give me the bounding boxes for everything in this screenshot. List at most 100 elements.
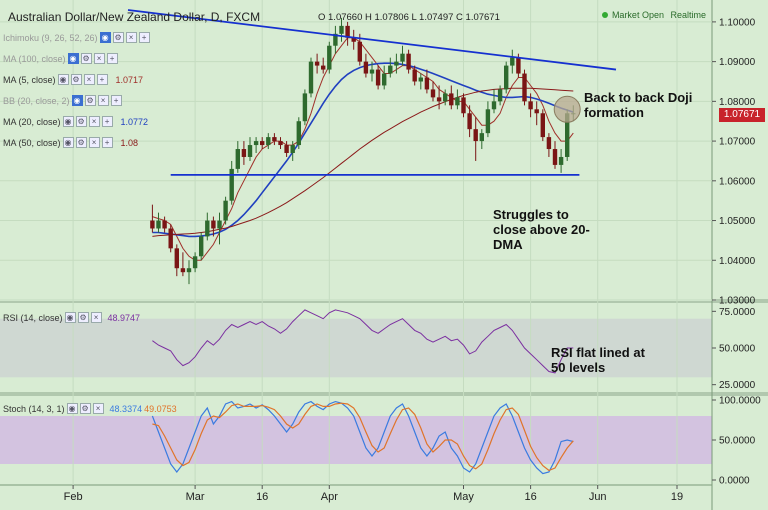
candle-down	[546, 137, 552, 150]
more-icon[interactable]: +	[110, 95, 122, 106]
candle-up	[382, 73, 387, 86]
candle-up	[223, 200, 228, 221]
stoch-legend: Stoch (14, 3, 1) ◉ ⚙ × 48.3374 49.0753	[3, 403, 177, 414]
candle-up	[510, 57, 515, 66]
candle-up	[504, 65, 509, 90]
rsi-band	[0, 318, 712, 378]
candle-up	[443, 93, 448, 102]
eye-icon[interactable]: ◉	[99, 32, 111, 43]
close-icon[interactable]: ×	[125, 32, 137, 43]
eye-icon[interactable]: ◉	[62, 137, 74, 148]
candle-down	[430, 89, 436, 98]
stoch-y-tick-label: 50.0000	[719, 436, 756, 447]
candle-down	[528, 101, 533, 110]
eye-icon[interactable]: ◉	[64, 312, 76, 323]
settings-icon[interactable]: ⚙	[75, 137, 87, 148]
y-tick-label: 1.09000	[719, 57, 756, 68]
y-tick-label: 1.08000	[719, 97, 756, 108]
candle-down	[180, 268, 186, 273]
more-icon[interactable]: +	[106, 53, 118, 64]
eye-icon[interactable]: ◉	[66, 403, 78, 414]
candle-up	[369, 69, 375, 74]
y-tick-label: 1.10000	[719, 17, 756, 28]
more-icon[interactable]: +	[101, 137, 113, 148]
rsi-y-tick-label: 75.0000	[719, 307, 756, 318]
close-icon[interactable]: ×	[92, 403, 104, 414]
settings-icon[interactable]: ⚙	[79, 403, 91, 414]
current-price-tag: 1.07671	[719, 108, 765, 122]
candle-down	[461, 97, 466, 114]
candle-down	[168, 228, 173, 249]
candle-down	[357, 41, 362, 62]
close-icon[interactable]: ×	[88, 116, 100, 127]
candle-down	[345, 25, 350, 38]
eye-icon[interactable]: ◉	[57, 74, 69, 85]
indicator-label: Ichimoku (9, 26, 52, 26)	[3, 32, 98, 43]
candle-down	[314, 61, 320, 66]
candle-up	[308, 61, 314, 94]
settings-icon[interactable]: ⚙	[77, 312, 89, 323]
stoch-y-tick-label: 100.0000	[719, 396, 761, 407]
candle-up	[558, 156, 564, 165]
settings-icon[interactable]: ⚙	[70, 74, 82, 85]
candle-up	[388, 65, 393, 74]
close-icon[interactable]: ×	[90, 312, 102, 323]
candle-down	[150, 220, 155, 229]
indicator-row[interactable]: MA (100, close) ◉ ⚙ × +	[3, 53, 118, 64]
settings-icon[interactable]: ⚙	[112, 32, 124, 43]
candle-up	[497, 89, 503, 102]
candle-up	[205, 220, 210, 237]
x-tick-label: 19	[671, 491, 683, 503]
close-icon[interactable]: ×	[83, 74, 95, 85]
ma-line	[152, 87, 574, 237]
candle-down	[363, 61, 369, 74]
candle-down	[162, 220, 167, 229]
struggle-annotation: Struggles to close above 20-DMA	[493, 207, 590, 252]
indicator-row[interactable]: MA (5, close) ◉ ⚙ × +1.0717	[3, 74, 143, 85]
candle-down	[449, 93, 454, 106]
stoch-k-value: 48.3374	[109, 403, 143, 414]
candle-down	[473, 129, 478, 142]
indicator-value: 1.08	[120, 137, 139, 148]
candle-up	[418, 77, 423, 82]
x-tick-label: Apr	[321, 491, 338, 503]
candle-up	[217, 220, 222, 229]
indicator-row[interactable]: MA (20, close) ◉ ⚙ × +1.0772	[3, 116, 148, 127]
eye-icon[interactable]: ◉	[67, 53, 79, 64]
candle-up	[186, 268, 192, 273]
candle-up	[266, 137, 271, 146]
candle-up	[565, 113, 570, 157]
more-icon[interactable]: +	[138, 32, 150, 43]
close-icon[interactable]: ×	[97, 95, 109, 106]
ma-line	[152, 62, 574, 238]
indicator-label: BB (20, close, 2)	[3, 95, 70, 106]
rsi-y-tick-label: 25.0000	[719, 380, 756, 391]
main-pane-bg	[0, 0, 712, 300]
indicator-row[interactable]: Ichimoku (9, 26, 52, 26) ◉ ⚙ × +	[3, 32, 150, 43]
market-status: Market Open Realtime	[601, 10, 706, 20]
candle-up	[156, 220, 161, 229]
stoch-line	[151, 400, 574, 475]
candle-down	[174, 248, 179, 269]
indicator-label: MA (50, close)	[3, 137, 61, 148]
settings-icon[interactable]: ⚙	[84, 95, 96, 106]
settings-icon[interactable]: ⚙	[75, 116, 87, 127]
doji-marker	[553, 95, 581, 123]
doji-annotation: Back to back Doji formation	[584, 90, 693, 120]
indicator-row[interactable]: BB (20, close, 2) ◉ ⚙ × +	[3, 95, 122, 106]
candle-down	[272, 137, 277, 142]
close-icon[interactable]: ×	[88, 137, 100, 148]
candle-down	[406, 53, 411, 70]
y-tick-label: 1.06000	[719, 176, 756, 187]
stoch-band	[0, 416, 712, 464]
eye-icon[interactable]: ◉	[62, 116, 74, 127]
indicator-row[interactable]: MA (50, close) ◉ ⚙ × +1.08	[3, 137, 138, 148]
stoch-line	[152, 402, 574, 472]
settings-icon[interactable]: ⚙	[80, 53, 92, 64]
eye-icon[interactable]: ◉	[71, 95, 83, 106]
candle-up	[199, 236, 204, 257]
more-icon[interactable]: +	[96, 74, 108, 85]
more-icon[interactable]: +	[101, 116, 113, 127]
close-icon[interactable]: ×	[93, 53, 105, 64]
candle-up	[192, 256, 198, 269]
